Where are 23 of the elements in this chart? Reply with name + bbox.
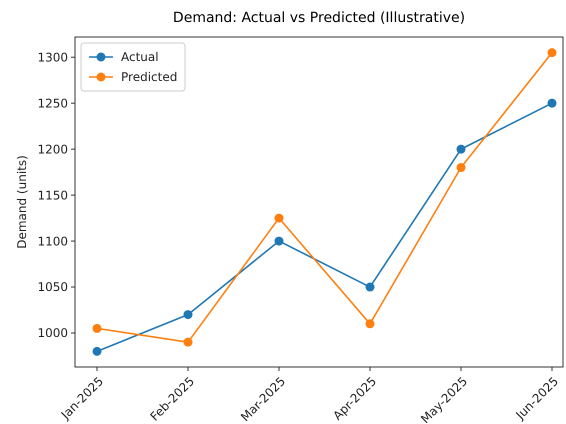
point — [548, 48, 556, 58]
y-axis-title: Demand (units) — [15, 155, 29, 249]
point — [366, 319, 374, 328]
y-tick-label: 1300 — [37, 50, 68, 64]
point — [92, 324, 102, 333]
point — [184, 310, 192, 320]
point — [274, 214, 284, 223]
point — [274, 236, 284, 246]
chart-title: Demand: Actual vs Predicted (Illustrative) — [172, 10, 466, 26]
y-tick-label: 1150 — [37, 188, 68, 202]
point — [366, 282, 374, 292]
y-tick-label: 1250 — [37, 96, 68, 110]
y-tick-label: 1050 — [37, 280, 68, 294]
point — [548, 98, 556, 108]
point — [456, 144, 466, 154]
y-tick-label: 1000 — [37, 326, 68, 340]
point — [456, 163, 466, 172]
y-tick-label: 1200 — [37, 142, 68, 156]
point — [92, 346, 102, 356]
legend-label: Predicted — [121, 70, 178, 84]
y-tick-label: 1100 — [37, 234, 68, 248]
point — [184, 338, 192, 347]
legend-label: Actual — [121, 50, 159, 64]
